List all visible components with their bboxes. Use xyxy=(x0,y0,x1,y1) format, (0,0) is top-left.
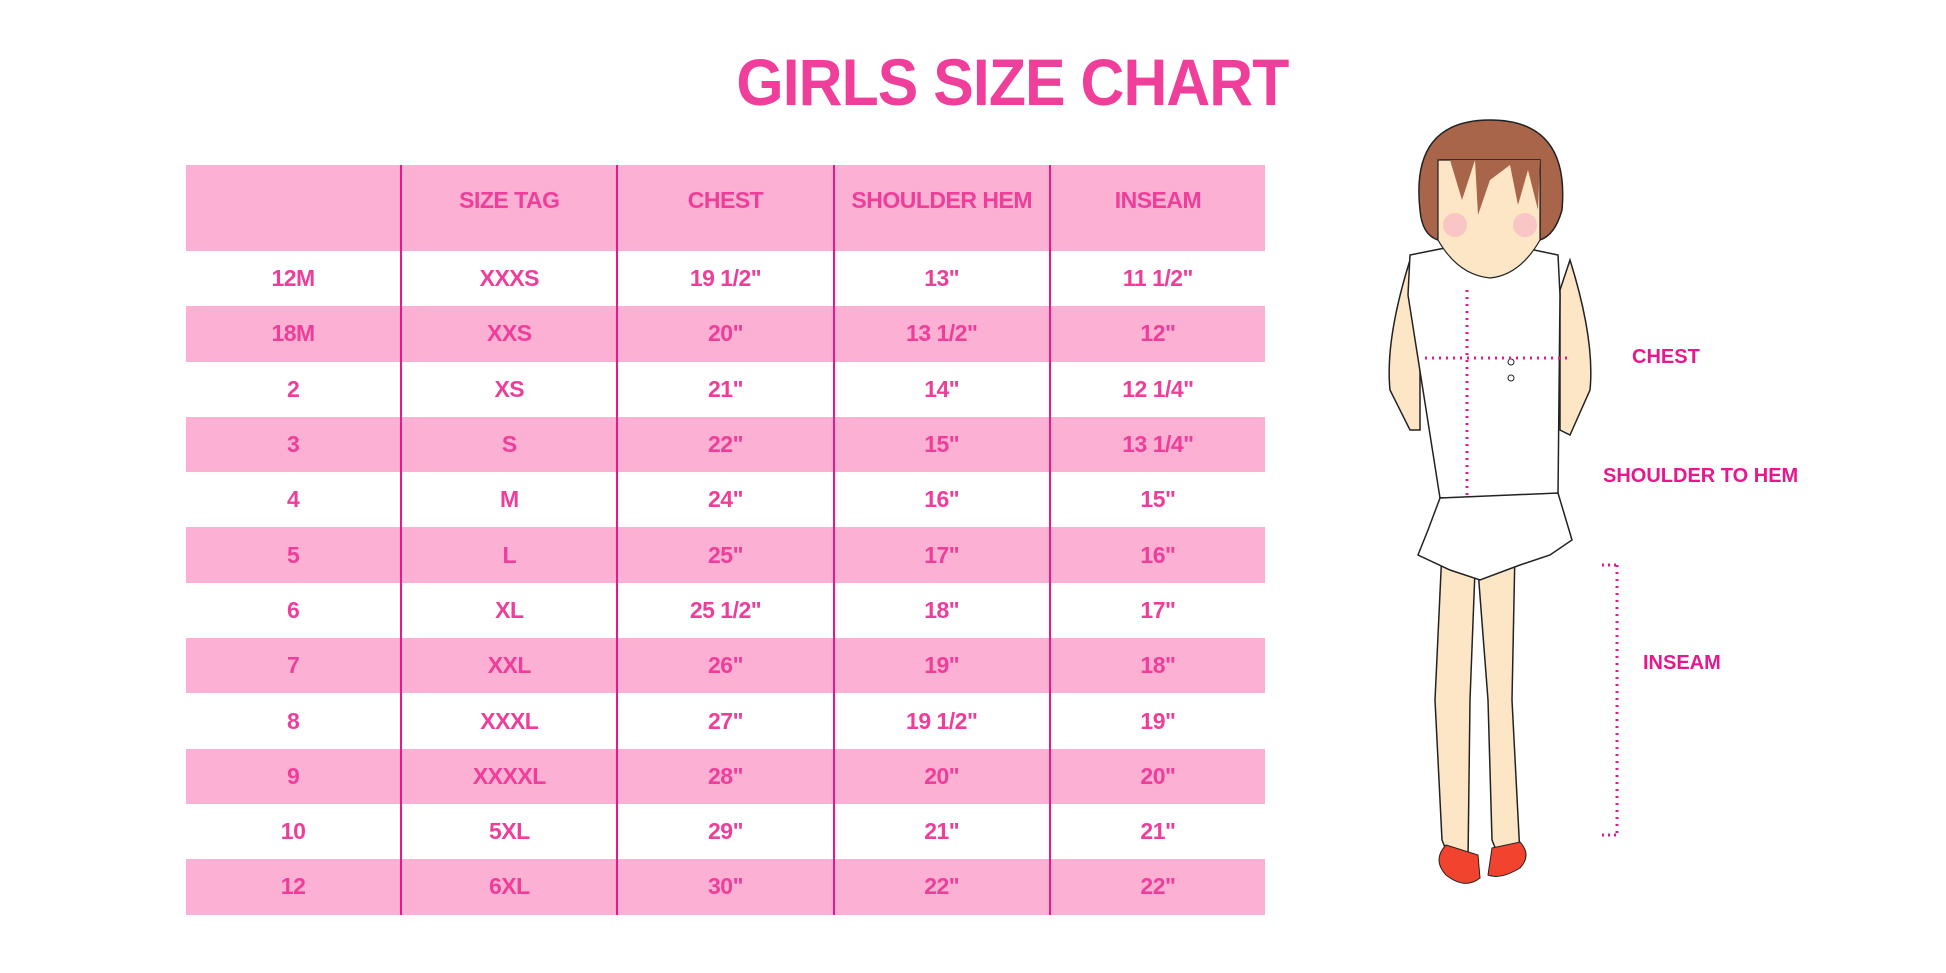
table-row: 10 5XL 29" 21" 21" xyxy=(186,803,1265,860)
table-cell: 4 xyxy=(286,486,300,513)
table-cell: 20" xyxy=(1048,748,1265,804)
table-cell: 21" xyxy=(1048,803,1265,860)
table-cell: S xyxy=(400,416,616,473)
header-cell xyxy=(186,165,400,251)
table-cell: 7 xyxy=(286,652,300,679)
inseam-label: INSEAM xyxy=(1643,652,1721,674)
table-cell: M xyxy=(400,472,616,528)
table-row: 12M XXXS 19 1/2" 13" 11 1/2" xyxy=(186,251,1265,307)
table-cell: 16" xyxy=(832,472,1049,528)
table-row: 2 XS 21" 14" 12 1/4" xyxy=(186,361,1265,417)
table-cell: 5XL xyxy=(400,803,616,860)
table-cell: 13 1/2" xyxy=(832,306,1049,362)
table-cell: 9 xyxy=(286,762,300,789)
table-cell: XL xyxy=(400,582,616,639)
table-row: 7 XXL 26" 19" 18" xyxy=(186,638,1265,694)
table-cell: XXS xyxy=(400,306,616,362)
table-cell: 15" xyxy=(832,416,1049,473)
table-cell: 20" xyxy=(616,306,832,362)
shoulder-to-hem-label: SHOULDER TO HEM xyxy=(1603,465,1799,487)
header-cell: INSEAM xyxy=(1048,165,1265,251)
table-cell: 25" xyxy=(616,527,832,583)
table-cell: 18" xyxy=(832,582,1049,639)
girl-illustration xyxy=(1388,119,1620,884)
table-cell: 21" xyxy=(616,361,832,417)
table-cell: 8 xyxy=(286,707,300,734)
table-cell: 18M xyxy=(271,320,315,347)
table-row: 18M XXS 20" 13 1/2" 12" xyxy=(186,306,1265,362)
table-row: 12 6XL 30" 22" 22" xyxy=(186,859,1265,915)
table-cell: 29" xyxy=(616,803,832,860)
table-cell: 6 xyxy=(286,596,300,623)
table-cell: 28" xyxy=(616,748,832,804)
table-cell: 30" xyxy=(616,859,832,915)
table-cell: 6XL xyxy=(400,859,616,915)
table-cell: 17" xyxy=(1048,582,1265,639)
table-cell: 20" xyxy=(832,748,1049,804)
table-cell: L xyxy=(400,527,616,583)
table-cell: XXXS xyxy=(400,251,616,307)
table-cell: 15" xyxy=(1048,472,1265,528)
table-row: 3 S 22" 15" 13 1/4" xyxy=(186,416,1265,473)
table-cell: 13 1/4" xyxy=(1048,416,1265,473)
table-cell: 22" xyxy=(616,416,832,473)
header-cell: SIZE TAG xyxy=(400,165,616,251)
size-chart-table: SIZE TAG CHEST SHOULDER HEM INSEAM 12M XX… xyxy=(186,165,1265,915)
table-cell: 22" xyxy=(832,859,1049,915)
table-cell: 13" xyxy=(832,251,1049,307)
table-cell: 18" xyxy=(1048,638,1265,694)
table-cell: 2 xyxy=(286,375,300,402)
table-header-row: SIZE TAG CHEST SHOULDER HEM INSEAM xyxy=(186,165,1265,251)
chest-label: CHEST xyxy=(1632,346,1700,368)
table-cell: 19 1/2" xyxy=(832,693,1049,749)
table-cell: 11 1/2" xyxy=(1048,251,1265,307)
table-cell: 19" xyxy=(1048,693,1265,749)
table-cell: 22" xyxy=(1048,859,1265,915)
table-cell: XS xyxy=(400,361,616,417)
header-cell: SHOULDER HEM xyxy=(832,165,1049,251)
shoe-icon xyxy=(1438,844,1481,884)
table-row: 4 M 24" 16" 15" xyxy=(186,472,1265,528)
table-cell: XXL xyxy=(400,638,616,694)
table-cell: 24" xyxy=(616,472,832,528)
table-cell: 26" xyxy=(616,638,832,694)
table-cell: 27" xyxy=(616,693,832,749)
page-title: GIRLS SIZE CHART xyxy=(736,45,1289,119)
table-cell: 19" xyxy=(832,638,1049,694)
table-cell: 3 xyxy=(286,431,300,458)
table-cell: XXXXL xyxy=(400,748,616,804)
table-cell: 17" xyxy=(832,527,1049,583)
header-cell: CHEST xyxy=(616,165,832,251)
table-row: 8 XXXL 27" 19 1/2" 19" xyxy=(186,693,1265,749)
table-cell: 16" xyxy=(1048,527,1265,583)
table-row: 5 L 25" 17" 16" xyxy=(186,527,1265,583)
table-cell: 10 xyxy=(280,818,306,845)
table-cell: 12 xyxy=(280,873,306,900)
table-row: 6 XL 25 1/2" 18" 17" xyxy=(186,582,1265,639)
table-cell: 12" xyxy=(1048,306,1265,362)
table-cell: 21" xyxy=(832,803,1049,860)
table-cell: 12 1/4" xyxy=(1048,361,1265,417)
table-cell: 14" xyxy=(832,361,1049,417)
table-cell: 25 1/2" xyxy=(616,582,832,639)
table-cell: 5 xyxy=(286,541,300,568)
table-cell: XXXL xyxy=(400,693,616,749)
table-cell: 19 1/2" xyxy=(616,251,832,307)
table-cell: 12M xyxy=(271,265,315,292)
table-row: 9 XXXXL 28" 20" 20" xyxy=(186,748,1265,804)
